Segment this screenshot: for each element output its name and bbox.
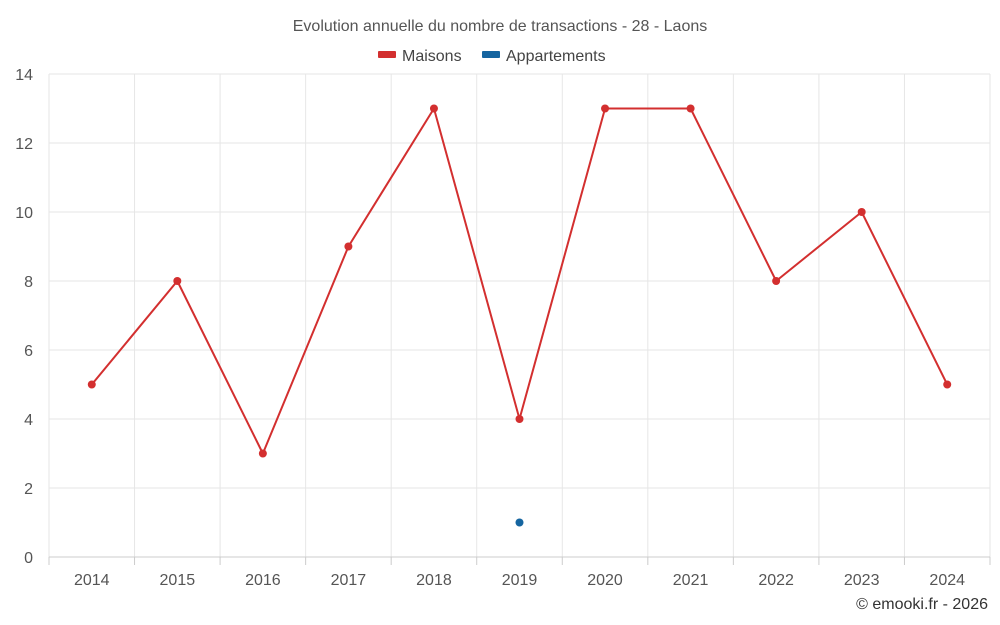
x-tick-label-2019: 2019 bbox=[502, 572, 538, 589]
y-tick-label: 8 bbox=[24, 274, 33, 291]
series-appartements bbox=[515, 518, 524, 527]
axes: 0 2 4 6 8 10 12 14 2014 2015 2016 2017 2018 2019 2020 2… bbox=[15, 67, 991, 589]
legend: Maisons Appartements bbox=[378, 48, 606, 65]
y-tick-label: 4 bbox=[24, 412, 33, 429]
y-tick-label: 6 bbox=[24, 343, 33, 360]
legend-swatch-maisons bbox=[378, 51, 396, 58]
data-point-maisons-2024[interactable] bbox=[943, 380, 952, 389]
data-point-maisons-2016[interactable] bbox=[258, 449, 267, 458]
data-point-maisons-2015[interactable] bbox=[173, 277, 182, 285]
y-tick-label: 12 bbox=[15, 136, 33, 153]
data-point-appartements-2019[interactable] bbox=[515, 518, 524, 527]
x-tick-label-2015: 2015 bbox=[160, 572, 196, 589]
legend-label-appartements: Appartements bbox=[506, 48, 606, 65]
credit-text: © emooki.fr - 2026 bbox=[856, 596, 988, 613]
data-point-maisons-2020[interactable] bbox=[601, 104, 610, 113]
x-tick-label-2014: 2014 bbox=[74, 572, 110, 589]
data-point-maisons-2018[interactable] bbox=[429, 104, 438, 113]
x-tick-label-2021: 2021 bbox=[673, 572, 709, 589]
data-point-maisons-2023[interactable] bbox=[857, 208, 866, 216]
legend-swatch-appartements bbox=[482, 51, 500, 58]
legend-item-maisons[interactable]: Maisons bbox=[378, 48, 462, 65]
data-point-maisons-2022[interactable] bbox=[772, 277, 781, 285]
y-tick-label: 14 bbox=[15, 67, 33, 84]
chart-title: Evolution annuelle du nombre de transact… bbox=[293, 18, 707, 35]
x-tick-label-2023: 2023 bbox=[844, 572, 880, 589]
x-tick-label-2024: 2024 bbox=[929, 572, 965, 589]
grid bbox=[48, 73, 991, 557]
data-point-maisons-2014[interactable] bbox=[87, 380, 96, 389]
x-tick-label-2022: 2022 bbox=[758, 572, 794, 589]
x-tick-label-2020: 2020 bbox=[587, 572, 623, 589]
y-tick-label: 2 bbox=[24, 481, 33, 498]
x-tick-label-2017: 2017 bbox=[331, 572, 367, 589]
legend-item-appartements[interactable]: Appartements bbox=[482, 48, 606, 65]
x-tick-label-2016: 2016 bbox=[245, 572, 281, 589]
legend-label-maisons: Maisons bbox=[402, 48, 462, 65]
series bbox=[87, 104, 952, 527]
series-maisons bbox=[87, 104, 952, 458]
y-tick-label: 0 bbox=[24, 550, 33, 567]
y-tick-label: 10 bbox=[15, 205, 33, 222]
x-tick-label-2018: 2018 bbox=[416, 572, 452, 589]
data-point-maisons-2019[interactable] bbox=[515, 415, 524, 423]
data-point-maisons-2017[interactable] bbox=[344, 242, 353, 251]
data-point-maisons-2021[interactable] bbox=[686, 104, 695, 113]
